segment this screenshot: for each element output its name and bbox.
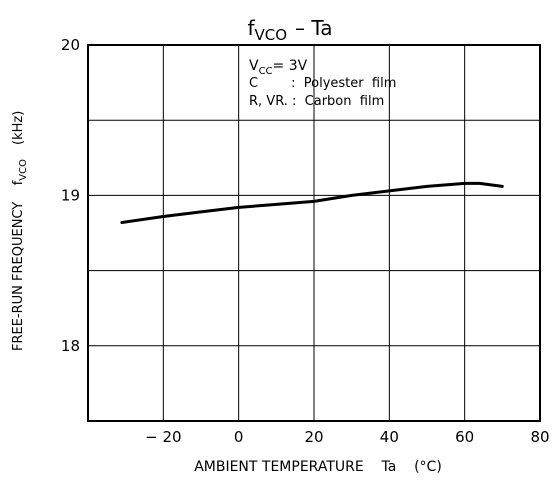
annotation-resistor: R, VR. : Carbon film xyxy=(249,94,384,109)
chart-title-rest: – Ta xyxy=(295,16,333,40)
x-tick-label: 40 xyxy=(380,428,399,446)
y-axis-label-sub: VCO xyxy=(18,159,29,181)
chart-title: fVCO – Ta xyxy=(247,16,332,44)
chart-title-main: f xyxy=(247,16,255,40)
annotation-vcc: VCC= 3V xyxy=(249,58,308,77)
grid-lines xyxy=(88,45,540,421)
plot-frame xyxy=(87,44,541,422)
chart-title-sub: VCO xyxy=(254,26,287,44)
y-axis-label-main: FREE-RUN FREQUENCY f xyxy=(11,180,26,351)
x-tick-label: 20 xyxy=(304,428,323,446)
series-line xyxy=(120,181,504,224)
axis-ticks: − 20 0 20 40 60 80 18 19 20 xyxy=(61,36,550,446)
x-tick-label: − 20 xyxy=(145,428,181,446)
data-series xyxy=(120,181,504,224)
y-tick-label: 18 xyxy=(61,337,80,355)
x-tick-label: 80 xyxy=(530,428,549,446)
x-axis-label: AMBIENT TEMPERATURE Ta (°C) xyxy=(194,459,442,475)
y-axis-label: FREE-RUN FREQUENCY fVCO (kHz) xyxy=(11,90,29,380)
x-tick-label: 0 xyxy=(234,428,244,446)
y-tick-label: 20 xyxy=(61,36,80,54)
y-tick-label: 19 xyxy=(61,186,80,204)
y-axis-label-unit: (kHz) xyxy=(11,111,26,145)
annotation-vcc-main: V xyxy=(249,58,259,74)
x-tick-label: 60 xyxy=(455,428,474,446)
annotation-vcc-sub: CC xyxy=(259,66,273,77)
annotation-capacitor: C : Polyester film xyxy=(249,76,396,91)
annotation-vcc-rest: = 3V xyxy=(273,58,308,74)
